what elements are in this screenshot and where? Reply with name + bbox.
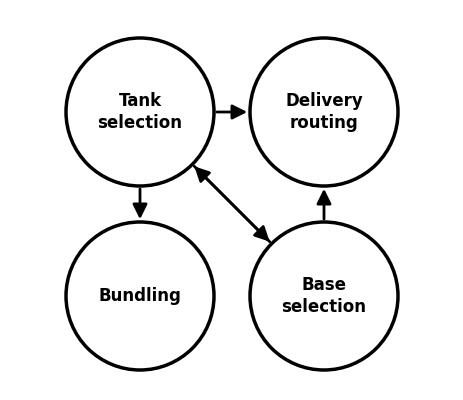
Text: Base
selection: Base selection [281, 276, 366, 316]
Circle shape [66, 222, 213, 370]
Circle shape [66, 38, 213, 186]
Text: Tank
selection: Tank selection [97, 92, 182, 132]
Circle shape [250, 222, 397, 370]
Text: Bundling: Bundling [98, 287, 181, 305]
Circle shape [250, 38, 397, 186]
Text: Delivery
routing: Delivery routing [284, 92, 362, 132]
